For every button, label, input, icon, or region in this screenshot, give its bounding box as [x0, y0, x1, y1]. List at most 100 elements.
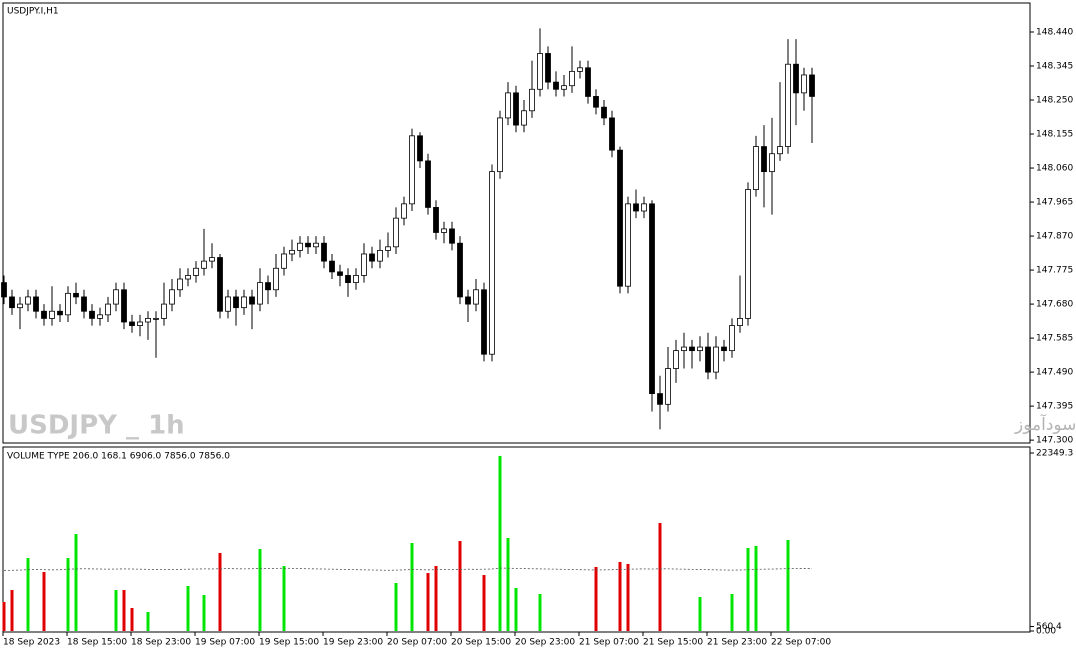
candle-body [169, 289, 175, 305]
candle-body [193, 267, 199, 276]
candle-body [217, 257, 223, 312]
volume-bar [282, 566, 286, 631]
volume-bar [26, 557, 30, 631]
x-tick-label: 19 Sep 15:00 [259, 638, 319, 648]
y-tick-label: 147.585 [1036, 334, 1073, 344]
x-tick-label: 19 Sep 23:00 [323, 638, 383, 648]
candle-body [41, 310, 47, 319]
y-tick-label: 148.250 [1036, 96, 1073, 106]
candle-body [689, 346, 695, 352]
candle-body [425, 160, 431, 208]
candle-body [113, 289, 119, 305]
volume-bar [458, 541, 462, 631]
indicator-title: VOLUME TYPE 206.0 168.1 6906.0 7856.0 78… [7, 452, 230, 462]
candle-body [729, 325, 735, 352]
x-tick-label: 18 Sep 15:00 [67, 638, 127, 648]
candle-body [321, 242, 327, 262]
candle-body [89, 310, 95, 319]
candle-body [369, 253, 375, 262]
candle-body [801, 74, 807, 94]
candle-body [561, 85, 567, 90]
candle-body [489, 171, 495, 355]
candle-body [585, 67, 591, 97]
candle-body [361, 253, 367, 276]
moving-average [3, 567, 812, 571]
candle-body [353, 275, 359, 284]
x-tick-label: 22 Sep 07:00 [771, 638, 831, 648]
candle-body [593, 96, 599, 108]
volume-bar [698, 596, 702, 631]
volume-bar [258, 548, 262, 631]
x-tick-label: 20 Sep 23:00 [515, 638, 575, 648]
candle-body [409, 135, 415, 205]
volume-bar [122, 589, 126, 631]
candle-body [137, 321, 143, 326]
candle-body [793, 63, 799, 94]
candle-body [473, 289, 479, 305]
y-tick-label: 22349.3 [1036, 449, 1073, 459]
candle-body [233, 296, 239, 309]
candle-body [401, 203, 407, 219]
volume-bar [538, 593, 542, 631]
volume-bar [730, 593, 734, 631]
candle-body [241, 296, 247, 309]
candle-body [529, 88, 535, 112]
candle-body [377, 249, 383, 262]
candle-body [289, 249, 295, 255]
candle-body [721, 346, 727, 352]
candle-body [433, 207, 439, 233]
candle-body [481, 289, 487, 355]
candle-body [553, 81, 559, 90]
volume-bar [618, 561, 622, 631]
chart-title: USDJPY.I,H1 [7, 7, 59, 17]
candle-body [665, 368, 671, 405]
candle-body [641, 203, 647, 212]
candle-body [297, 242, 303, 251]
candle-body [105, 303, 111, 316]
candle-body [449, 228, 455, 244]
candle-body [121, 289, 127, 323]
volume-bar [506, 537, 510, 631]
candle-body [265, 282, 271, 291]
candle-body [209, 257, 215, 262]
candle-body [57, 310, 63, 316]
y-tick-label: 147.395 [1036, 402, 1073, 412]
candle-body [97, 314, 103, 319]
x-tick-label: 21 Sep 15:00 [643, 638, 703, 648]
candle-body [785, 63, 791, 147]
candle-body [65, 292, 71, 316]
volume-bar [658, 523, 662, 631]
volume-bar [114, 589, 118, 631]
candle-body [697, 346, 703, 352]
candle-body [329, 260, 335, 273]
price-pane [2, 2, 1031, 444]
candle-body [617, 149, 623, 287]
candle-body [505, 92, 511, 119]
candle-body [745, 189, 751, 319]
volume-bar [66, 557, 70, 631]
candle-body [537, 53, 543, 90]
x-tick-label: 18 Sep 23:00 [131, 638, 191, 648]
candle-body [753, 146, 759, 190]
candle-body [513, 92, 519, 126]
candle-body [681, 346, 687, 352]
candle-body [177, 278, 183, 291]
volume-bar [498, 455, 502, 631]
volume-bar [434, 566, 438, 631]
volume-bar [74, 533, 78, 631]
y-tick-label: 0.00 [1036, 627, 1056, 637]
volume-bar [218, 552, 222, 631]
candle-body [337, 271, 343, 276]
candle-body [497, 117, 503, 173]
candle-body [201, 260, 207, 269]
candle-body [609, 117, 615, 151]
y-tick-label: 147.680 [1036, 300, 1073, 310]
y-tick-label: 148.155 [1036, 130, 1073, 140]
candle-body [17, 303, 23, 309]
volume-bar [426, 573, 430, 631]
candle-body [649, 203, 655, 394]
y-tick-label: 148.060 [1036, 164, 1073, 174]
y-tick-label: 147.300 [1036, 436, 1073, 446]
candle-body [737, 318, 743, 326]
